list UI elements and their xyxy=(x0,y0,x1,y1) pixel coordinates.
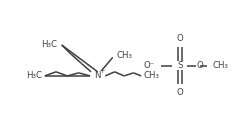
Text: O: O xyxy=(196,61,203,70)
Text: S: S xyxy=(177,61,183,70)
Text: O⁻: O⁻ xyxy=(143,61,154,70)
Text: CH₃: CH₃ xyxy=(117,51,132,60)
Text: CH₃: CH₃ xyxy=(213,61,229,70)
Text: O: O xyxy=(176,88,183,97)
Text: +: + xyxy=(99,68,104,74)
Text: N: N xyxy=(94,71,101,80)
Text: H₃C: H₃C xyxy=(26,71,42,80)
Text: O: O xyxy=(176,34,183,43)
Text: H₃C: H₃C xyxy=(41,40,57,49)
Text: CH₃: CH₃ xyxy=(144,71,160,80)
